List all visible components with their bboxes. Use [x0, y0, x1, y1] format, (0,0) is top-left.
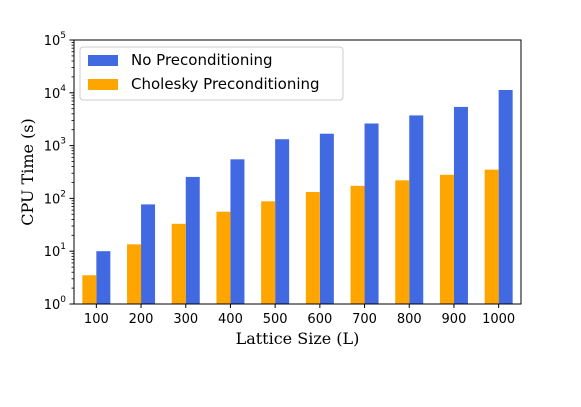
y-tick-base: 10: [44, 245, 61, 260]
bar-no-preconditioning-1000: [498, 90, 513, 304]
y-tick-exponent: 3: [60, 137, 66, 147]
legend-swatch-no-preconditioning: [88, 55, 118, 66]
x-tick-label: 700: [352, 312, 377, 327]
bar-cholesky-preconditioning-800: [395, 180, 410, 304]
y-tick-exponent: 1: [60, 242, 66, 252]
x-axis-ticks: 100 200 300 400 500 600 700 800 900 1000: [84, 304, 515, 327]
legend: No Preconditioning Cholesky Precondition…: [79, 46, 344, 101]
y-tick-label: 104: [44, 84, 67, 102]
legend-label-cholesky-preconditioning: Cholesky Preconditioning: [131, 75, 320, 93]
bar-cholesky-preconditioning-100: [82, 275, 97, 304]
x-tick-label: 900: [442, 312, 467, 327]
bars-group: [82, 90, 513, 305]
y-tick-exponent: 0: [60, 295, 66, 305]
x-tick-label: 800: [397, 312, 422, 327]
y-tick-label: 105: [44, 31, 66, 49]
bar-cholesky-preconditioning-300: [171, 223, 186, 304]
bar-no-preconditioning-400: [230, 159, 245, 304]
x-axis-title: Lattice Size (L): [236, 329, 360, 348]
legend-swatch-cholesky-preconditioning: [88, 79, 118, 90]
bar-cholesky-preconditioning-700: [350, 185, 365, 304]
bar-no-preconditioning-800: [409, 115, 424, 304]
bar-cholesky-preconditioning-200: [127, 244, 142, 304]
bar-cholesky-preconditioning-600: [305, 192, 320, 304]
y-tick-base: 10: [44, 192, 61, 207]
bar-cholesky-preconditioning-500: [261, 201, 276, 304]
y-tick-exponent: 5: [60, 31, 66, 41]
y-tick-base: 10: [44, 298, 61, 313]
y-tick-label: 102: [44, 189, 66, 207]
y-tick-base: 10: [44, 140, 61, 155]
bar-no-preconditioning-500: [275, 139, 290, 304]
x-tick-label: 400: [218, 312, 243, 327]
x-tick-label: 200: [129, 312, 154, 327]
bar-cholesky-preconditioning-400: [216, 211, 231, 304]
y-axis-title: CPU Time (s): [18, 118, 37, 226]
y-tick-base: 10: [44, 34, 61, 49]
bar-no-preconditioning-200: [141, 204, 156, 304]
bar-no-preconditioning-100: [96, 251, 111, 304]
x-tick-label: 600: [307, 312, 332, 327]
x-tick-label: 100: [84, 312, 109, 327]
y-tick-base: 10: [44, 87, 61, 102]
legend-label-no-preconditioning: No Preconditioning: [131, 51, 273, 69]
x-tick-label: 500: [263, 312, 288, 327]
x-tick-label: 300: [173, 312, 198, 327]
y-tick-label: 103: [44, 137, 66, 155]
bar-no-preconditioning-900: [453, 106, 468, 305]
bar-no-preconditioning-300: [185, 176, 200, 304]
plot-frame: [73, 39, 522, 305]
bar-no-preconditioning-600: [319, 133, 334, 304]
x-tick-label: 1000: [482, 312, 515, 327]
y-tick-exponent: 4: [60, 84, 66, 94]
y-tick-label: 101: [44, 242, 66, 260]
bar-no-preconditioning-700: [364, 123, 379, 304]
bar-cholesky-preconditioning-1000: [484, 169, 499, 304]
legend-box: [79, 46, 344, 101]
bar-cholesky-preconditioning-900: [439, 174, 454, 304]
y-tick-label: 100: [44, 295, 67, 313]
y-tick-exponent: 2: [60, 189, 66, 199]
